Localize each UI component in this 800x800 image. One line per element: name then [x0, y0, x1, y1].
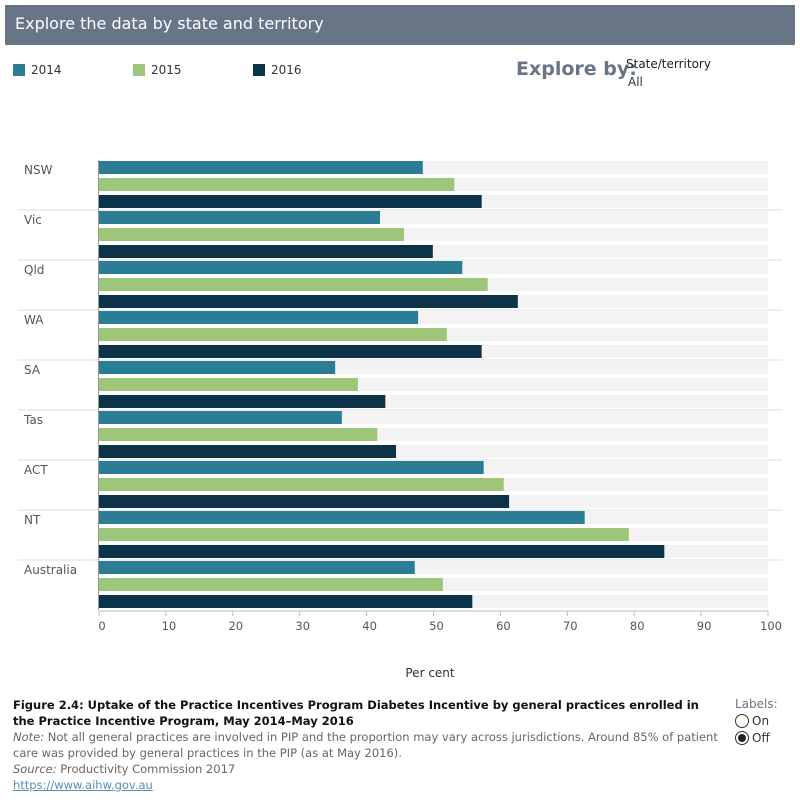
- source-link[interactable]: https://www.aihw.gov.au: [13, 778, 153, 792]
- bar-nt-2014: [99, 511, 585, 524]
- category-label: Qld: [24, 263, 44, 277]
- bar-sa-2014: [99, 361, 336, 374]
- bar-nsw-2016: [99, 195, 482, 208]
- x-tick-label: 0: [98, 619, 105, 633]
- radio-label: On: [752, 714, 770, 728]
- x-tick-label: 80: [630, 619, 645, 633]
- legend-swatch: [253, 64, 265, 76]
- bar-qld-2014: [99, 261, 463, 274]
- x-tick-label: 100: [760, 619, 782, 633]
- bar-tas-2016: [99, 445, 397, 458]
- category-label: ACT: [24, 463, 48, 477]
- legend-label: 2014: [31, 63, 62, 77]
- x-tick-label: 30: [295, 619, 310, 633]
- x-tick-label: 20: [228, 619, 243, 633]
- source-label: Source:: [13, 762, 57, 776]
- bar-australia-2014: [99, 561, 415, 574]
- category-label: NT: [24, 513, 41, 527]
- explore-by-label: Explore by:: [516, 58, 637, 80]
- note-text: Not all general practices are involved i…: [13, 730, 718, 760]
- bar-qld-2016: [99, 295, 518, 308]
- radio-label: Off: [752, 731, 770, 745]
- x-tick-label: 50: [429, 619, 444, 633]
- bar-wa-2014: [99, 311, 419, 324]
- bar-wa-2015: [99, 328, 447, 341]
- x-tick-label: 40: [362, 619, 377, 633]
- bar-act-2016: [99, 495, 510, 508]
- bar-sa-2015: [99, 378, 358, 391]
- legend-swatch: [133, 64, 145, 76]
- bar-nsw-2014: [99, 161, 423, 174]
- x-tick-label: 10: [162, 619, 177, 633]
- legend-item-2016[interactable]: 2016: [253, 63, 302, 77]
- note-label: Note:: [13, 730, 45, 744]
- bar-vic-2014: [99, 211, 380, 224]
- x-tick-label: 70: [563, 619, 578, 633]
- state-filter-dropdown[interactable]: All: [628, 75, 643, 89]
- bar-vic-2015: [99, 228, 405, 241]
- filter-field-label: State/territory: [626, 57, 711, 71]
- category-label: Vic: [24, 213, 42, 227]
- category-label: Australia: [24, 563, 77, 577]
- x-axis-label: Per cent: [405, 666, 455, 680]
- legend-label: 2016: [271, 63, 302, 77]
- bar-tas-2015: [99, 428, 378, 441]
- labels-off-radio[interactable]: Off: [735, 731, 770, 745]
- bar-nt-2015: [99, 528, 629, 541]
- figure-caption: Figure 2.4: Uptake of the Practice Incen…: [13, 698, 699, 728]
- bar-act-2014: [99, 461, 484, 474]
- category-label: Tas: [23, 413, 43, 427]
- bar-australia-2015: [99, 578, 443, 591]
- bar-act-2015: [99, 478, 504, 491]
- bar-wa-2016: [99, 345, 482, 358]
- radio-selected-icon: [735, 731, 749, 745]
- radio-circle-icon: [735, 714, 749, 728]
- source-text: Productivity Commission 2017: [56, 762, 236, 776]
- bar-chart: NSW Vic Qld WA SA Tas ACT NT Australia 0 10 20 30 40 5…: [18, 160, 782, 633]
- legend-swatch: [13, 64, 25, 76]
- bar-nsw-2015: [99, 178, 455, 191]
- figure-note: Note: Not all general practices are invo…: [13, 729, 733, 761]
- bar-nt-2016: [99, 545, 665, 558]
- header-title: Explore the data by state and territory: [15, 14, 324, 33]
- x-tick-label: 60: [496, 619, 511, 633]
- bar-qld-2015: [99, 278, 488, 291]
- header-banner: Explore the data by state and territory: [5, 5, 795, 45]
- labels-toggle-title: Labels:: [735, 697, 778, 711]
- category-label: NSW: [24, 163, 53, 177]
- labels-on-radio[interactable]: On: [735, 714, 769, 728]
- category-label: WA: [24, 313, 44, 327]
- figure-source: Source: Productivity Commission 2017: [13, 762, 235, 776]
- legend-label: 2015: [151, 63, 182, 77]
- bar-tas-2014: [99, 411, 342, 424]
- bar-vic-2016: [99, 245, 433, 258]
- bar-australia-2016: [99, 595, 473, 608]
- x-tick-label: 90: [697, 619, 712, 633]
- bar-sa-2016: [99, 395, 386, 408]
- legend-item-2014[interactable]: 2014: [13, 63, 62, 77]
- category-label: SA: [24, 363, 41, 377]
- legend-item-2015[interactable]: 2015: [133, 63, 182, 77]
